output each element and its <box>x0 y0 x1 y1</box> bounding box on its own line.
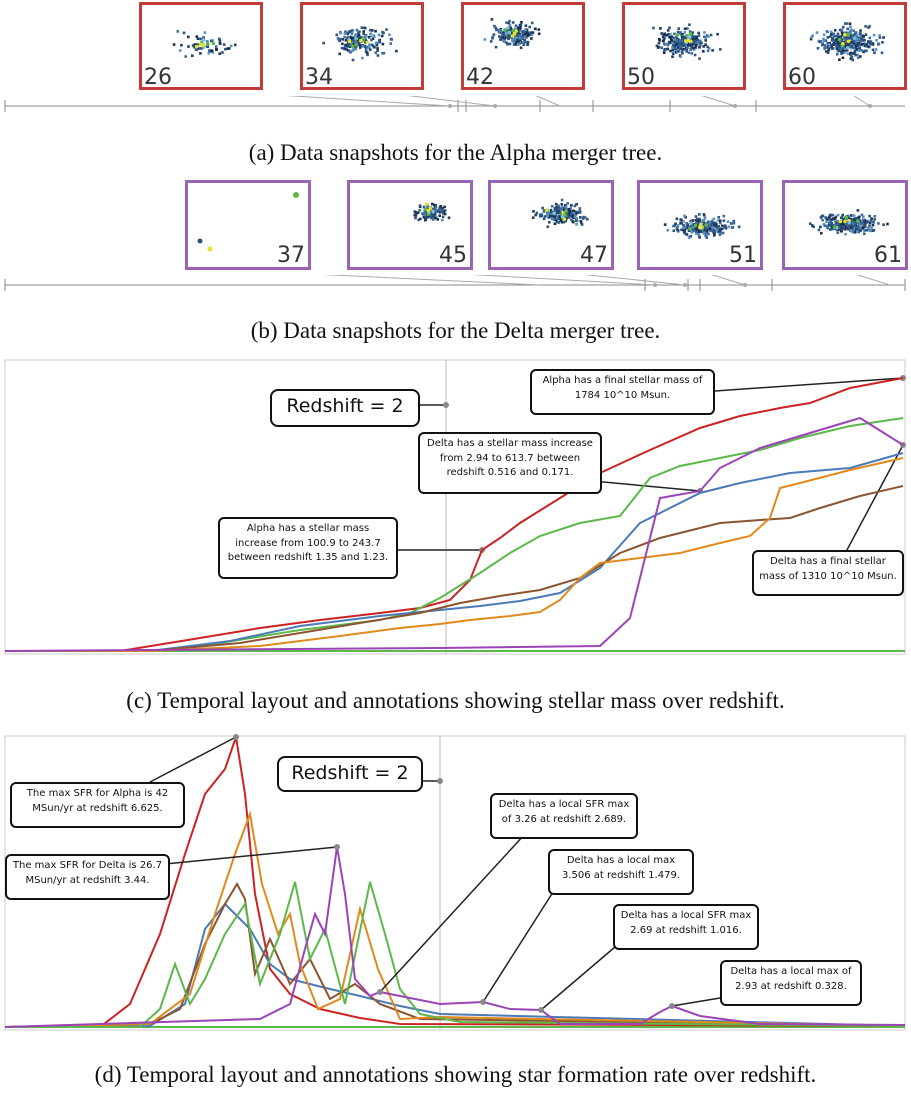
snapshot-scatter <box>197 192 299 252</box>
delta-snapshot-51: 51 <box>637 180 763 270</box>
snapshot-number: 47 <box>580 243 608 268</box>
snapshot-scatter <box>663 213 741 239</box>
snapshot-scatter <box>322 26 398 62</box>
snapshot-number: 37 <box>277 243 305 268</box>
annotation-alpha-final: Alpha has a final stellar mass of 1784 1… <box>530 369 715 415</box>
delta-snapshot-61: 61 <box>782 180 908 270</box>
snapshot-scatter <box>652 23 722 60</box>
snapshot-scatter <box>483 18 541 50</box>
caption-d: (d) Temporal layout and annotations show… <box>94 1062 817 1087</box>
snapshot-scatter <box>413 202 451 222</box>
snapshot-scatter <box>172 30 237 58</box>
caption-b: (b) Data snapshots for the Delta merger … <box>250 318 661 343</box>
snapshot-number: 51 <box>729 243 757 268</box>
annotation-delta-final: Delta has a final stellar mass of 1310 1… <box>752 550 904 596</box>
annotation-delta-increase: Delta has a stellar mass increase from 2… <box>418 432 602 494</box>
snapshot-scatter <box>808 209 889 236</box>
alpha-snapshot-42: 42 <box>461 2 585 90</box>
delta-snapshot-37: 37 <box>185 180 311 270</box>
annotation-delta-local-max-2: Delta has a local max 3.506 at redshift … <box>548 849 694 895</box>
alpha-timeline <box>4 96 905 112</box>
alpha-snapshot-34: 34 <box>300 2 424 90</box>
stellar-mass-plot <box>4 359 906 655</box>
alpha-snapshot-50: 50 <box>622 2 746 90</box>
annotation-delta-local-max-1: Delta has a local SFR max of 3.26 at red… <box>490 793 638 839</box>
annotation-alpha-increase: Alpha has a stellar mass increase from 1… <box>218 517 398 579</box>
alpha-snapshot-26: 26 <box>139 2 263 90</box>
delta-snapshot-47: 47 <box>488 180 614 270</box>
redshift-marker-label: Redshift = 2 <box>270 389 420 427</box>
snapshot-number: 50 <box>627 65 655 90</box>
snapshot-number: 34 <box>305 65 333 90</box>
annotation-delta-max-sfr: The max SFR for Delta is 26.7 MSun/yr at… <box>5 854 170 900</box>
delta-snapshot-45: 45 <box>347 180 473 270</box>
snapshot-scatter <box>809 22 885 62</box>
star-formation-rate-plot <box>4 734 906 1031</box>
alpha-snapshot-60: 60 <box>783 2 907 90</box>
redshift-marker-label: Redshift = 2 <box>277 756 423 792</box>
annotation-delta-local-max-3: Delta has a local SFR max 2.69 at redshi… <box>613 904 759 950</box>
snapshot-number: 60 <box>788 65 816 90</box>
snapshot-number: 61 <box>874 243 902 268</box>
snapshot-number: 45 <box>439 243 467 268</box>
delta-timeline <box>4 275 906 291</box>
annotation-alpha-max-sfr: The max SFR for Alpha is 42 MSun/yr at r… <box>10 782 185 828</box>
snapshot-scatter <box>531 198 589 229</box>
snapshot-number: 26 <box>144 65 172 90</box>
annotation-delta-local-max-4: Delta has a local max of 2.93 at redshif… <box>720 960 862 1006</box>
caption-c: (c) Temporal layout and annotations show… <box>126 688 785 713</box>
caption-a: (a) Data snapshots for the Alpha merger … <box>248 140 663 165</box>
snapshot-number: 42 <box>466 65 494 90</box>
